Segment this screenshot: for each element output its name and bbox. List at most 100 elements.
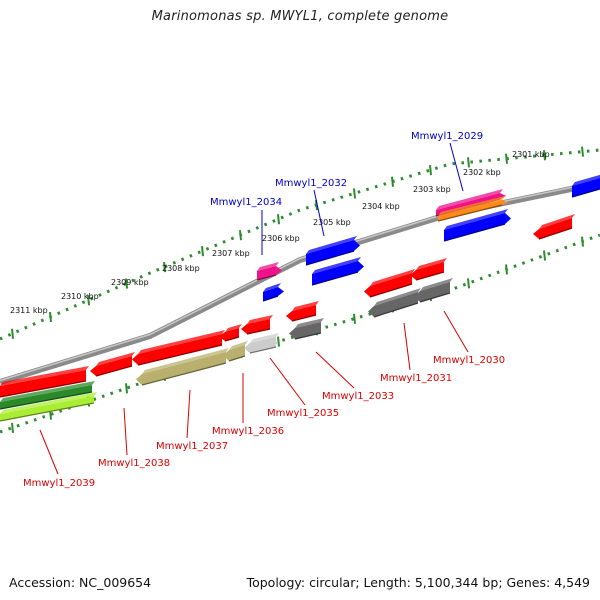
gene-block-2032b-top — [312, 257, 361, 274]
genes-value: 4,549 — [554, 575, 590, 590]
genes-layer — [0, 174, 600, 422]
scale-tick-label: 2306 kbp — [262, 234, 300, 243]
gene-block-2033b-top — [295, 318, 324, 328]
gene-block-2035b-top — [250, 333, 279, 343]
gene-block-2039a — [0, 370, 86, 397]
gene-block-2039c-top — [0, 392, 97, 414]
gene-block-2030c — [533, 218, 572, 239]
gene-block-2029c — [444, 213, 511, 241]
accession-value: NC_009654 — [79, 575, 152, 590]
forward-leader-line — [313, 189, 325, 237]
gene-block-2038 — [90, 356, 132, 376]
scale-tick-label: 2308 kbp — [162, 264, 200, 273]
gene-block-2034-top — [257, 262, 279, 271]
outer-major-tick — [49, 311, 52, 323]
reverse-leader-line — [315, 351, 355, 389]
reverse-gene-label: Mmwyl1_2039 — [23, 478, 95, 489]
gene-block-2035b-edge — [249, 346, 277, 354]
gene-block-2039b — [0, 385, 92, 409]
reverse-gene-label: Mmwyl1_2036 — [212, 426, 284, 437]
forward-gene-label: Mmwyl1_2029 — [411, 131, 483, 142]
map-title: Marinomonas sp. MWYL1, complete genome — [151, 9, 449, 24]
gene-block-2034 — [257, 266, 282, 280]
outer-major-tick — [125, 278, 128, 289]
gene-block-2036a-edge — [224, 336, 240, 342]
gene-block-2039b-edge — [0, 391, 93, 410]
accession-info: Accession: NC_009654 — [9, 575, 151, 590]
gene-block-2039c — [0, 396, 94, 421]
gene-block-2036a — [219, 328, 239, 341]
gene-block-2037a-edge — [137, 344, 223, 366]
inner-major-tick — [353, 313, 356, 324]
labels-layer: Mmwyl1_2034 Mmwyl1_2032 Mmwyl1_2029 Mmwyl1_… — [23, 131, 505, 489]
gene-block-2034b-top — [263, 283, 281, 292]
reverse-gene-label: Mmwyl1_2037 — [156, 441, 228, 452]
gene-block-2029c-edge — [443, 223, 506, 242]
scale-tick-label: 2303 kbp — [413, 185, 451, 194]
gene-block-2038-edge — [95, 365, 133, 377]
gene-block-2039b-top — [0, 381, 95, 402]
outer-scale-ring — [0, 148, 600, 341]
gene-block-2030b-edge — [419, 292, 451, 303]
outer-major-tick — [11, 328, 14, 339]
reverse-gene-label: Mmwyl1_2030 — [433, 355, 505, 366]
outer-major-tick — [163, 262, 166, 273]
gene-block-2030a-edge — [415, 271, 445, 281]
gene-block-2031b — [368, 292, 418, 317]
outer-major-tick — [277, 214, 280, 225]
scale-tick-label: 2305 kbp — [313, 218, 351, 227]
gene-block-2037b-top — [142, 348, 229, 374]
gene-block-2039a-top — [0, 366, 89, 386]
reverse-leader-line — [443, 310, 469, 353]
gene-block-2030a-top — [416, 258, 447, 270]
gene-block-2039a-edge — [0, 380, 87, 398]
reverse-leader-line — [39, 429, 59, 475]
gene-block-2036a-top — [225, 324, 242, 332]
gene-block-2030b-top — [420, 278, 453, 291]
gene-block-2036b — [223, 345, 245, 361]
gene-block-2028-edge — [571, 188, 600, 198]
inner-major-tick — [467, 278, 470, 289]
outer-major-tick — [467, 157, 470, 168]
reverse-gene-label: Mmwyl1_2031 — [380, 373, 452, 384]
separator: ; — [498, 575, 507, 590]
gene-block-2034-edge — [256, 274, 277, 281]
gene-block-2029b-top — [438, 196, 505, 216]
accession-label: Accession: — [9, 575, 76, 590]
reverse-leader-line — [123, 407, 128, 456]
outer-major-tick — [239, 230, 242, 241]
outer-major-tick — [391, 176, 394, 187]
inner-major-tick — [543, 250, 546, 261]
scale-tick-label: 2307 kbp — [212, 249, 250, 258]
scale-tick-label: 2309 kbp — [111, 278, 149, 287]
gene-block-2030c-edge — [538, 227, 573, 240]
gene-block-2037a — [132, 334, 222, 365]
gene-block-2029b-edge — [437, 204, 503, 222]
gene-block-2033b-edge — [294, 332, 322, 340]
topology-value: circular — [309, 575, 356, 590]
gene-block-2032-edge — [305, 250, 355, 266]
forward-gene-label: Mmwyl1_2034 — [210, 197, 282, 208]
genes-label: Genes: — [506, 575, 551, 590]
gene-block-2029c-top — [444, 209, 508, 230]
gene-block-2036b-top — [229, 341, 248, 350]
gene-block-2037b-edge — [141, 362, 227, 386]
gene-block-2034b-edge — [262, 295, 279, 302]
gene-block-2033a-edge — [291, 314, 317, 322]
gene-block-2029b — [438, 200, 508, 221]
gene-block-2032b-edge — [311, 271, 359, 286]
genome-meta-info: Topology: circular; Length: 5,100,344 bp… — [247, 575, 590, 590]
scale-tick-label: 2311 kbp — [10, 306, 48, 315]
reverse-leader-line — [186, 389, 191, 439]
gene-block-2028-top — [572, 174, 600, 186]
gene-block-2032-top — [306, 236, 357, 254]
scale-tick-label: 2302 kbp — [463, 168, 501, 177]
gene-block-2034b — [263, 287, 284, 301]
gene-block-2030b — [414, 282, 450, 302]
gene-block-2031b-top — [374, 288, 421, 306]
inner-major-tick — [11, 422, 14, 433]
scale-tick-label: 2301 kbp — [512, 150, 550, 159]
gene-block-2031b-edge — [373, 302, 419, 318]
reverse-leader-line — [403, 322, 411, 371]
